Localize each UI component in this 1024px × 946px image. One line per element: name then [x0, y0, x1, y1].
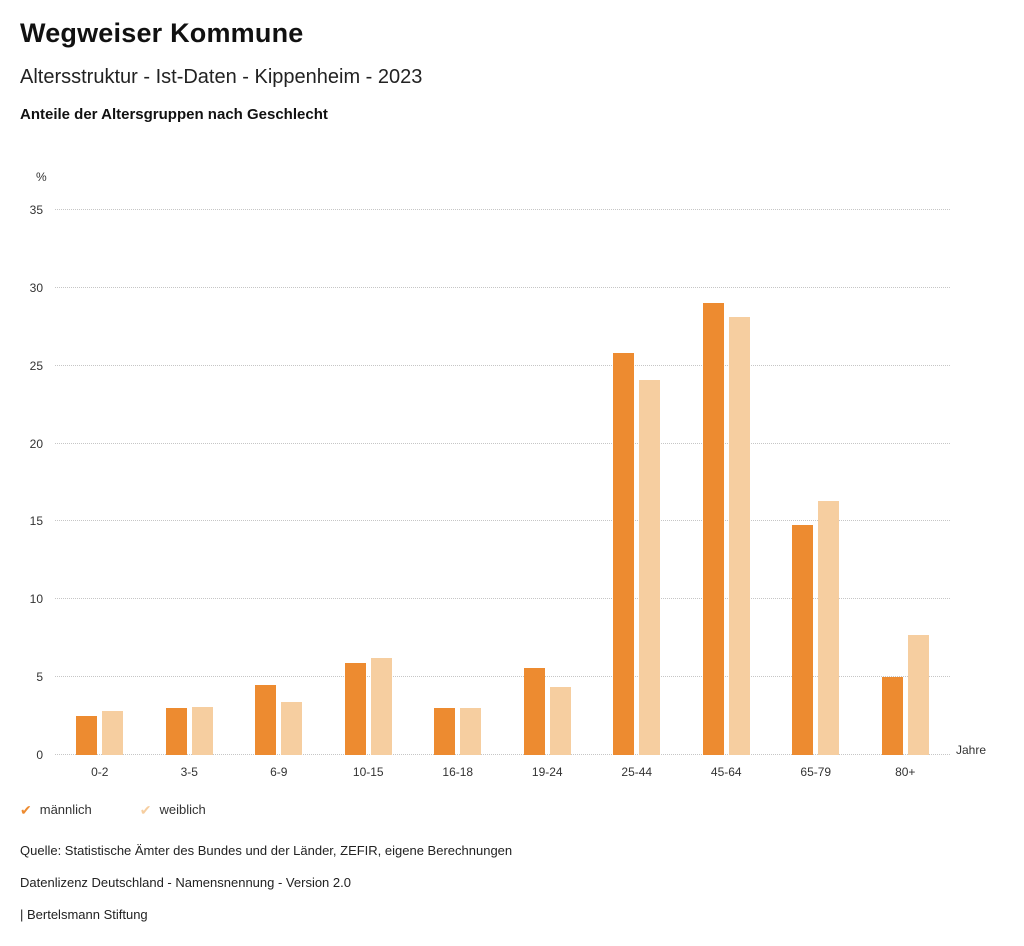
y-axis-unit-label: % [36, 170, 47, 184]
legend-item-weiblich[interactable]: ✔ weiblich [140, 802, 206, 817]
bar-group-19-24 [503, 210, 593, 755]
bar-weiblich-19-24[interactable] [549, 686, 571, 755]
x-tick-label-25-44: 25-44 [621, 765, 653, 779]
bar-männlich-10-15[interactable] [344, 663, 366, 755]
bar-männlich-80+[interactable] [881, 677, 903, 755]
bar-männlich-16-18[interactable] [434, 708, 456, 755]
legend-label: weiblich [159, 802, 206, 817]
gridline-5 [55, 676, 950, 678]
y-tick-label-5: 5 [36, 670, 43, 685]
y-tick-label-30: 30 [29, 280, 43, 295]
gridline-20 [55, 442, 950, 444]
y-tick-label-0: 0 [36, 748, 43, 762]
bar-männlich-0-2[interactable] [76, 716, 98, 755]
grouped-bar-chart: % 0 5 10 15 20 25 30 35 0-2 3-5 6-9 10-15 16-18 19-2… [20, 165, 1004, 805]
bar-weiblich-10-15[interactable] [370, 658, 392, 755]
gridline-25 [55, 364, 950, 366]
check-icon: ✔ [139, 801, 152, 818]
bar-group-6-9 [234, 210, 324, 755]
plot-area: 0 5 10 15 20 25 30 35 [30, 203, 950, 762]
legend-label: männlich [39, 802, 92, 817]
chart-title: Anteile der Altersgruppen nach Geschlech… [20, 106, 328, 123]
legend: ✔ männlich ✔ weiblich [20, 802, 206, 817]
bar-männlich-25-44[interactable] [613, 353, 635, 755]
y-tick-label-10: 10 [29, 592, 43, 607]
y-tick-label-35: 35 [29, 203, 43, 217]
bar-group-10-15 [324, 210, 414, 755]
bar-group-45-64 [682, 210, 772, 755]
chart-subtitle: Altersstruktur - Ist-Daten - Kippenheim … [20, 66, 423, 88]
bar-group-80+ [861, 210, 951, 755]
bar-männlich-65-79[interactable] [792, 524, 814, 755]
attribution-text: | Bertelsmann Stiftung [20, 907, 148, 922]
page-title: Wegweiser Kommune [20, 18, 304, 48]
bar-group-25-44 [592, 210, 682, 755]
gridline-30 [55, 286, 950, 288]
gridline-15 [55, 520, 950, 522]
x-tick-label-65-79: 65-79 [800, 765, 832, 779]
bar-weiblich-6-9[interactable] [281, 702, 303, 755]
x-tick-label-19-24: 19-24 [531, 765, 563, 779]
y-tick-label-25: 25 [29, 358, 43, 373]
x-tick-label-16-18: 16-18 [442, 765, 474, 779]
x-tick-label-10-15: 10-15 [352, 765, 384, 779]
bar-weiblich-0-2[interactable] [102, 711, 124, 755]
gridline-10 [55, 598, 950, 600]
license-text: Datenlizenz Deutschland - Namensnennung … [20, 875, 351, 890]
x-axis-labels: 0-2 3-5 6-9 10-15 16-18 19-24 25-44 45-64 65-79 8… [55, 765, 950, 779]
bar-männlich-19-24[interactable] [523, 667, 545, 755]
x-tick-label-6-9: 6-9 [270, 765, 288, 779]
y-tick-label-20: 20 [29, 436, 43, 451]
x-tick-label-45-64: 45-64 [710, 765, 742, 779]
check-icon: ✔ [20, 801, 32, 818]
bar-weiblich-65-79[interactable] [818, 501, 840, 755]
x-axis-unit-label: Jahre [956, 743, 987, 757]
x-tick-label-3-5: 3-5 [180, 765, 198, 779]
bar-weiblich-3-5[interactable] [191, 706, 213, 755]
bar-weiblich-25-44[interactable] [639, 379, 661, 755]
footer: Quelle: Statistische Ämter des Bundes un… [20, 843, 512, 939]
x-tick-label-0-2: 0-2 [91, 765, 109, 779]
source-text: Quelle: Statistische Ämter des Bundes un… [20, 843, 513, 858]
bar-männlich-45-64[interactable] [702, 303, 724, 755]
bar-männlich-3-5[interactable] [165, 708, 187, 755]
bar-weiblich-80+[interactable] [907, 635, 929, 755]
bar-weiblich-16-18[interactable] [460, 708, 482, 755]
bar-group-3-5 [145, 210, 235, 755]
bar-groups [55, 210, 950, 755]
x-tick-label-80+: 80+ [895, 765, 916, 779]
bar-weiblich-45-64[interactable] [728, 317, 750, 755]
gridline-35 [55, 209, 950, 210]
y-tick-label-15: 15 [29, 514, 43, 529]
bar-group-0-2 [55, 210, 145, 755]
gridline-0 [55, 754, 950, 755]
legend-item-männlich[interactable]: ✔ männlich [20, 802, 92, 817]
bar-group-65-79 [771, 210, 861, 755]
bar-group-16-18 [413, 210, 503, 755]
bar-männlich-6-9[interactable] [255, 684, 277, 755]
